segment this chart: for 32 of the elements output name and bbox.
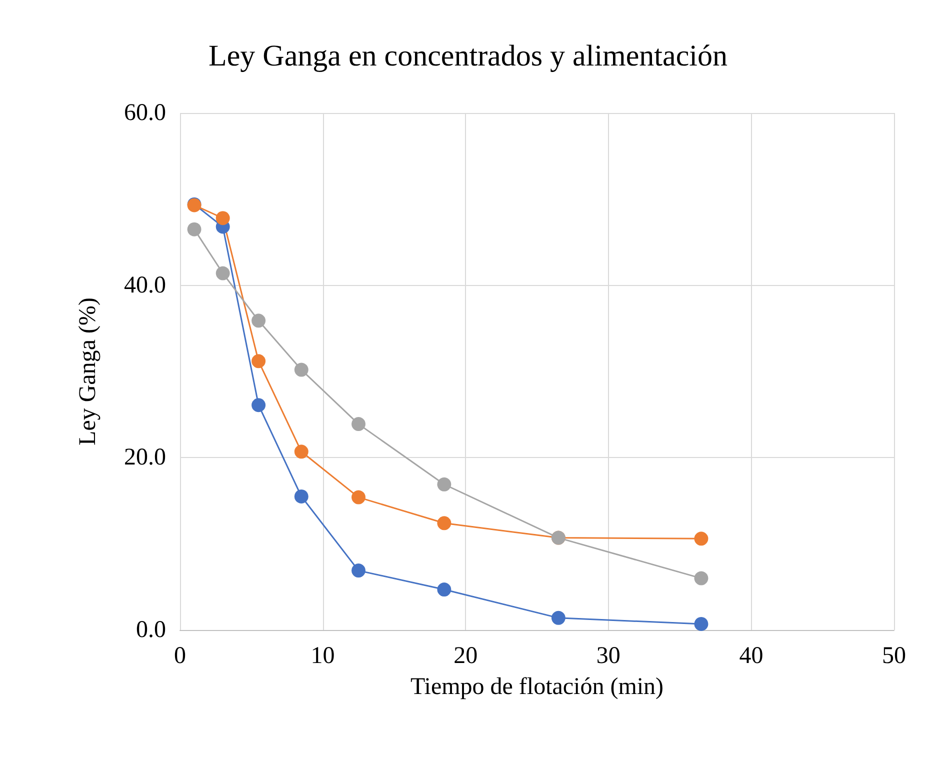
point [352, 417, 366, 432]
point [187, 222, 202, 236]
point [551, 610, 566, 625]
y-tick-label: 40.0 [124, 272, 166, 298]
chart-title: Ley Ganga en concentrados y alimentación [208, 40, 728, 72]
point [694, 616, 708, 631]
point [694, 571, 708, 586]
point [352, 564, 366, 578]
y-tick-label: 60.0 [124, 100, 166, 126]
point [252, 398, 266, 412]
point [294, 444, 308, 459]
point [216, 211, 230, 226]
point [437, 516, 452, 530]
y-tick-label: 20.0 [124, 444, 166, 471]
x-axis-title: Tiempo de flotación (min) [410, 674, 664, 700]
point [437, 582, 452, 596]
point [694, 532, 708, 546]
x-tick-label: 50 [882, 643, 906, 669]
point [294, 489, 308, 504]
x-tick-label: 30 [596, 643, 620, 669]
x-tick-label: 10 [310, 643, 335, 669]
point [252, 314, 266, 328]
point [294, 362, 308, 377]
point [437, 477, 452, 492]
y-tick-label: 0.0 [136, 617, 166, 643]
x-tick-label: 0 [174, 643, 186, 669]
x-tick-label: 40 [739, 643, 764, 669]
point [252, 354, 266, 368]
point [216, 266, 230, 280]
x-tick-label: 20 [454, 643, 478, 669]
point [352, 490, 366, 504]
y-axis-title: Ley Ganga (%) [75, 298, 101, 446]
